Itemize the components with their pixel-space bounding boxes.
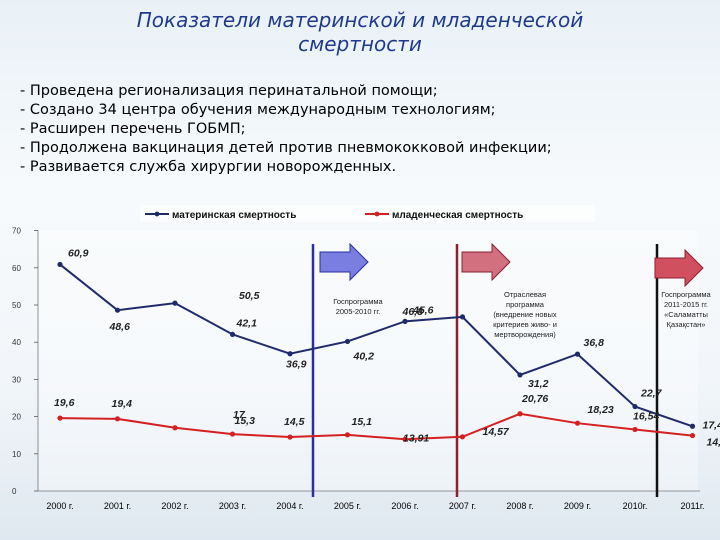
y-tick-label: 70	[12, 227, 21, 236]
data-point	[344, 338, 351, 345]
data-label: 15,1	[352, 416, 373, 428]
legend-marker	[154, 211, 160, 217]
y-tick-label: 40	[12, 338, 21, 347]
x-tick-label: 2001 г.	[104, 501, 131, 511]
data-point	[287, 434, 293, 440]
bullet-item: - Продолжена вакцинация детей против пне…	[20, 140, 552, 156]
arrow-icon	[319, 242, 369, 282]
data-label: 18,23	[588, 404, 614, 416]
program-annotation: программа	[506, 300, 545, 309]
data-label: 15,3	[235, 415, 256, 427]
data-point	[574, 351, 581, 357]
data-label: 50,5	[239, 290, 260, 302]
x-tick-label: 2011г.	[680, 501, 704, 511]
bullet-item: - Расширен перечень ГОБМП;	[20, 121, 246, 137]
data-point	[57, 415, 63, 421]
plot-area	[38, 230, 698, 491]
data-point	[632, 403, 638, 410]
y-tick-label: 10	[12, 450, 21, 459]
program-annotation: Госпрограмма	[333, 297, 383, 306]
data-point	[287, 351, 293, 357]
program-annotation: критериев живо- и	[493, 320, 557, 329]
series-line	[59, 263, 693, 428]
data-label: 60,9	[68, 247, 89, 259]
data-label: 42,1	[236, 317, 258, 329]
x-tick-label: 2005 г.	[334, 501, 361, 511]
data-point	[517, 411, 523, 417]
data-point	[402, 436, 408, 442]
program-annotation: Госпрограмма	[661, 290, 711, 299]
data-label: 14,9	[707, 437, 720, 449]
data-label: 17	[233, 409, 246, 421]
data-label: 22,7	[640, 388, 663, 400]
data-label: 14,57	[483, 426, 510, 438]
legend-label: младенческая смертность	[392, 210, 523, 221]
data-point	[517, 372, 523, 378]
data-point	[57, 261, 63, 268]
data-point	[229, 431, 236, 437]
program-annotation: мертворождения)	[494, 330, 556, 339]
bullet-item: - Создано 34 центра обучения международн…	[20, 102, 496, 118]
mortality-chart: 0 10 20 30 40 50 60 70 2000 г. 2001 г. 2002 г. 2003…	[12, 205, 720, 511]
x-tick-label: 2008 г.	[506, 501, 533, 511]
data-point	[574, 420, 581, 426]
data-label: 31,2	[528, 378, 549, 390]
data-point	[114, 416, 121, 422]
x-tick-label: 2006 г.	[391, 501, 418, 511]
x-tick-label: 2010г.	[623, 501, 648, 511]
data-label: 14,5	[284, 416, 305, 428]
data-label: 45,6	[412, 304, 434, 316]
data-label: 48,6	[109, 321, 131, 333]
program-annotation: «Саламатты	[664, 310, 708, 319]
y-tick-label: 30	[12, 375, 21, 384]
program-annotation: 2005-2010 гг.	[336, 307, 381, 316]
bullet-item: - Развивается служба хирургии новорожден…	[20, 159, 397, 175]
data-point	[172, 300, 178, 306]
program-annotation: (внедрение новых	[493, 310, 557, 319]
y-tick-label: 20	[12, 413, 21, 422]
data-label: 19,6	[54, 397, 75, 409]
data-label: 46,8	[402, 306, 424, 318]
title-line-2: смертности	[298, 32, 422, 56]
x-tick-label: 2002 г.	[161, 501, 188, 511]
x-tick-label: 2000 г.	[46, 501, 73, 511]
data-point	[114, 307, 121, 313]
data-point	[459, 314, 466, 320]
legend-marker	[374, 211, 380, 217]
arrow-icon	[461, 242, 511, 282]
title-line-1: Показатели материнской и младенческой	[136, 8, 584, 32]
data-point	[344, 432, 351, 438]
data-label: 19,4	[112, 398, 133, 410]
data-point	[632, 426, 638, 433]
data-point	[689, 432, 696, 439]
data-label: 16,54	[633, 410, 659, 422]
program-annotation: Қазақстан»	[667, 320, 706, 329]
bullet-list: - Проведена регионализация перинатальной…	[20, 82, 552, 177]
program-annotation: 2011-2015 гг.	[664, 300, 708, 309]
bullet-item: - Проведена регионализация перинатальной…	[20, 83, 438, 99]
data-point	[229, 331, 236, 337]
arrow-icon	[654, 248, 704, 288]
y-tick-label: 50	[12, 301, 21, 310]
data-point	[402, 318, 408, 324]
legend-label: материнская смертность	[172, 210, 296, 221]
data-point	[172, 425, 178, 431]
x-tick-label: 2004 г.	[276, 501, 303, 511]
x-tick-label: 2007 г.	[449, 501, 476, 511]
data-label: 36,8	[584, 337, 605, 349]
data-label: 40,2	[353, 350, 375, 362]
slide-title: Показатели материнской и младенческой см…	[0, 8, 720, 56]
x-tick-label: 2003 г.	[219, 501, 246, 511]
program-annotation: Отраслевая	[504, 290, 546, 299]
data-point	[459, 434, 466, 440]
y-tick-label: 0	[12, 487, 17, 496]
data-label: 17,4	[703, 419, 720, 431]
data-point	[689, 423, 696, 429]
x-tick-label: 2009 г.	[564, 501, 591, 511]
data-label: 36,9	[286, 359, 307, 371]
data-label: 20,76	[521, 393, 548, 405]
data-label: 13,91	[403, 432, 429, 444]
series-line	[59, 412, 693, 441]
y-tick-label: 60	[12, 264, 21, 273]
